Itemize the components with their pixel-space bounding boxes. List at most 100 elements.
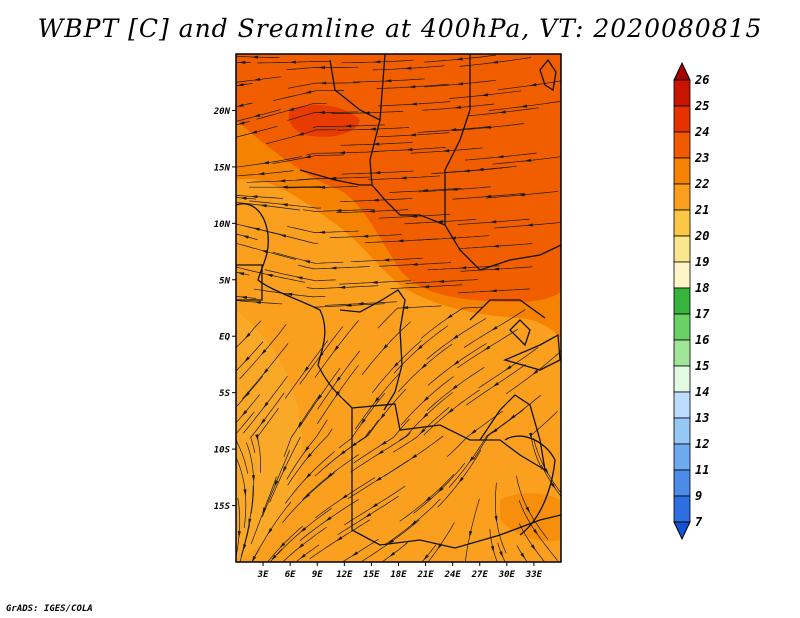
streamline-arrow (437, 486, 444, 493)
chart-title: WBPT [C] and Sreamline at 400hPa, VT: 20… (37, 14, 763, 43)
streamline-arrow (392, 362, 399, 369)
latitude-axis: 20N 15N 10N 5N EQ 5S 10S 15S (213, 107, 236, 512)
streamline-arrow (410, 520, 417, 526)
streamline-arrow (416, 344, 423, 351)
streamline-arrow (300, 527, 307, 533)
streamline-arrow (274, 480, 279, 487)
streamline-arrow (526, 223, 533, 227)
streamline-arrow (260, 349, 267, 356)
lat-tick-label: 15N (214, 163, 231, 173)
streamline-arrow (492, 267, 500, 271)
streamline-arrow (240, 296, 248, 300)
streamline-arrow (329, 176, 337, 180)
streamline-arrow (491, 325, 498, 331)
streamline-arrow (382, 344, 388, 351)
streamline-arrow (279, 234, 287, 238)
streamline-arrow (257, 172, 265, 176)
streamline-arrow (489, 220, 497, 224)
streamline-arrow (253, 113, 261, 117)
streamline-arrow (304, 90, 312, 94)
streamline-arrow (357, 301, 364, 306)
streamline-arrow (375, 476, 382, 482)
streamline-arrow (401, 305, 409, 310)
colorbar-level-label: 23 (694, 151, 709, 165)
streamline-arrow (305, 473, 312, 479)
colorbar-segment (673, 313, 691, 341)
streamline-arrow (404, 66, 412, 70)
colorbar-segment (673, 495, 691, 523)
streamline-arrow (520, 552, 526, 560)
lon-tick-label: 24E (444, 570, 462, 580)
lat-tick-label: 5N (219, 276, 230, 286)
streamline-arrow (242, 235, 249, 239)
streamline-arrow (399, 176, 407, 180)
streamline-arrow (459, 266, 467, 270)
streamline-arrow (384, 79, 392, 83)
streamline-arrow (484, 125, 491, 129)
streamline-arrow (410, 102, 417, 106)
colorbar-segment (673, 365, 691, 393)
streamline-arrow (422, 285, 430, 289)
colorbar-segment (673, 417, 691, 445)
streamline-arrow (304, 446, 310, 453)
streamline-arrow (484, 194, 492, 198)
streamline-arrow (450, 187, 458, 191)
streamline-arrow (505, 365, 512, 371)
streamline-arrow (524, 158, 531, 162)
streamline-arrow (451, 384, 458, 391)
streamline-arrow (251, 55, 259, 59)
streamline-arrow (380, 413, 386, 420)
streamline-arrow (243, 544, 247, 551)
lon-tick-label: 27E (471, 570, 489, 580)
streamline-arrow (329, 266, 337, 270)
streamline-arrow (289, 60, 296, 64)
streamline-arrow (297, 543, 304, 549)
lat-tick-label: EQ (219, 333, 230, 343)
lon-tick-label: 9E (312, 570, 323, 580)
streamline-arrow (248, 518, 252, 526)
streamline-arrow (243, 489, 247, 496)
streamline-arrow (281, 203, 288, 207)
streamline-arrow (341, 494, 348, 500)
lat-tick-label: 5S (219, 389, 230, 399)
lat-tick-label: 10N (214, 220, 231, 230)
lon-tick-label: 12E (336, 570, 353, 580)
lat-tick-label: 20N (213, 107, 231, 117)
streamline-arrow (319, 81, 327, 85)
streamline-arrow (260, 204, 267, 208)
streamline-arrow (244, 332, 251, 339)
streamline-arrow (335, 376, 341, 383)
streamline-arrow (470, 429, 477, 435)
credit-label: GrADS: IGES/COLA (6, 604, 93, 614)
streamline-arrow (253, 77, 261, 81)
colorbar-level-label: 17 (695, 307, 710, 321)
streamline-arrow (263, 401, 269, 409)
colorbar-level-label: 7 (695, 515, 703, 529)
streamline-arrow (262, 161, 270, 165)
streamline-arrow (372, 142, 380, 146)
colorbar-segment (673, 105, 691, 133)
streamline-arrow (382, 258, 390, 262)
colorbar-segment (673, 209, 691, 237)
lat-tick-label: 15S (214, 502, 231, 512)
streamline-arrow (325, 516, 332, 522)
streamline-arrow (297, 421, 303, 428)
streamline-arrow (436, 220, 443, 224)
lon-tick-label: 3E (257, 570, 269, 580)
lon-tick-label: 18E (390, 570, 407, 580)
streamline-arrow (336, 536, 343, 542)
lon-tick-label: 30E (498, 570, 516, 580)
lon-tick-label: 15E (363, 570, 380, 580)
streamline-arrow (250, 130, 258, 134)
streamline-arrow (241, 410, 248, 417)
streamline-arrow (550, 482, 556, 489)
streamline-arrow (318, 65, 325, 70)
streamline-arrow (338, 151, 346, 155)
colorbar-level-label: 12 (695, 437, 709, 451)
streamline-arrow (421, 188, 429, 192)
lon-tick-label: 21E (416, 570, 434, 580)
streamline-arrow (351, 551, 359, 557)
streamline-arrow (452, 334, 459, 340)
colorbar-level-label: 14 (695, 385, 709, 399)
